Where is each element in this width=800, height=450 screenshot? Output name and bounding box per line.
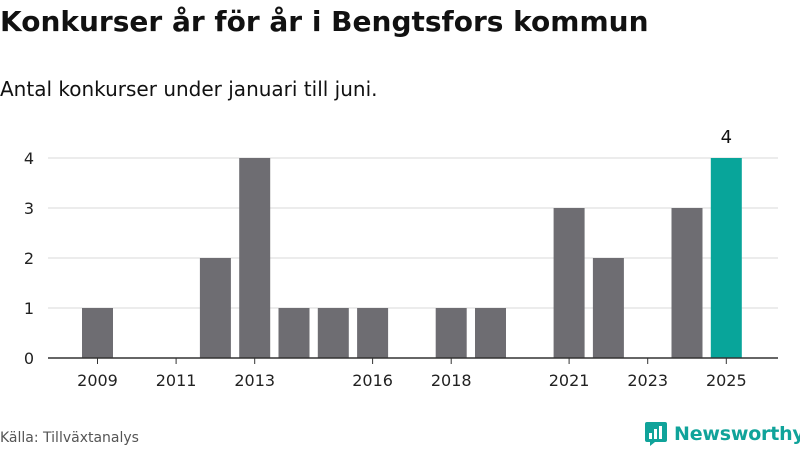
x-tick-label: 2018 (431, 371, 472, 390)
chart-subtitle: Antal konkurser under januari till juni. (0, 77, 378, 101)
y-tick-label: 0 (24, 349, 34, 368)
bar-2025 (710, 158, 742, 358)
x-tick-label: 2023 (627, 371, 668, 390)
bar-2021 (553, 208, 585, 358)
bar-chart: 0 1 2 3 4 2009 2011 2013 2016 2018 2021 2023 2025 4 (24, 127, 778, 390)
bar-2018 (435, 308, 467, 358)
x-tick-label: 2025 (706, 371, 747, 390)
x-tick-label: 2016 (352, 371, 393, 390)
brand-name: Newsworthy (674, 423, 800, 445)
newsworthy-logo: Newsworthy (644, 420, 800, 448)
bar-2019 (475, 308, 506, 358)
x-tick-label: 2013 (234, 371, 275, 390)
bar-2022 (592, 258, 624, 358)
bar-2024 (671, 208, 703, 358)
y-tick-label: 3 (24, 199, 34, 218)
chart-title: Konkurser år för år i Bengtsfors kommun (0, 5, 649, 38)
x-tick-label: 2021 (549, 371, 590, 390)
bar-2013 (239, 158, 271, 358)
data-label: 4 (721, 127, 732, 148)
bar-2016 (357, 308, 389, 358)
bar-2012 (199, 258, 231, 358)
bar-2009 (82, 308, 113, 358)
x-tick-label: 2011 (156, 371, 197, 390)
y-tick-label: 4 (24, 149, 34, 168)
y-tick-label: 2 (24, 249, 34, 268)
newsworthy-logo-icon (645, 422, 667, 446)
bar-2015 (317, 308, 349, 358)
x-tick-label: 2009 (77, 371, 118, 390)
source-note: Källa: Tillväxtanalys (0, 430, 139, 446)
bar-2014 (278, 308, 310, 358)
y-tick-label: 1 (24, 299, 34, 318)
